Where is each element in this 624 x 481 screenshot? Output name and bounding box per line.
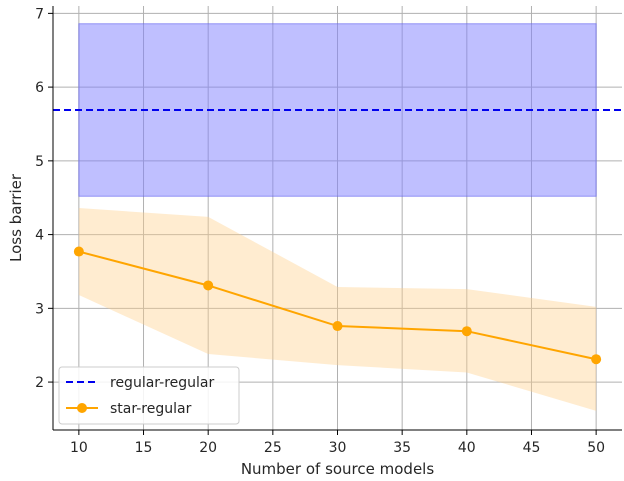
x-tick-label-40: 40 xyxy=(458,440,476,456)
y-tick-label-4: 4 xyxy=(35,228,44,244)
legend-box xyxy=(58,366,240,425)
x-tick-label-10: 10 xyxy=(70,440,88,456)
x-axis-label: Number of source models xyxy=(241,460,435,478)
x-tick-label-30: 30 xyxy=(329,440,347,456)
axes xyxy=(48,6,622,435)
x-tick-label-50: 50 xyxy=(587,440,605,456)
band-regular-regular xyxy=(78,23,597,197)
point-star-regular-40 xyxy=(461,326,472,337)
x-tick-label-15: 15 xyxy=(135,440,153,456)
x-tick-label-45: 45 xyxy=(523,440,541,456)
point-star-regular-20 xyxy=(203,280,214,291)
series-lines xyxy=(53,108,622,365)
y-tick-label-7: 7 xyxy=(35,6,44,22)
x-tick-label-35: 35 xyxy=(393,440,411,456)
legend-label-regular-regular: regular-regular xyxy=(110,375,214,391)
legend: regular-regular star-regular xyxy=(58,366,240,425)
y-tick-label-6: 6 xyxy=(35,80,44,96)
legend-marker-star-regular xyxy=(77,403,87,413)
band-star-regular xyxy=(78,208,597,411)
y-tick-label-2: 2 xyxy=(35,375,44,391)
y-tick-label-5: 5 xyxy=(35,154,44,170)
point-star-regular-10 xyxy=(73,246,84,257)
x-tick-label-20: 20 xyxy=(199,440,217,456)
point-star-regular-50 xyxy=(591,354,602,365)
legend-label-star-regular: star-regular xyxy=(110,401,192,417)
point-star-regular-30 xyxy=(332,321,343,332)
y-axis-label: Loss barrier xyxy=(7,173,25,262)
y-tick-label-3: 3 xyxy=(35,301,44,317)
confidence-bands xyxy=(78,23,597,411)
x-tick-label-25: 25 xyxy=(264,440,282,456)
